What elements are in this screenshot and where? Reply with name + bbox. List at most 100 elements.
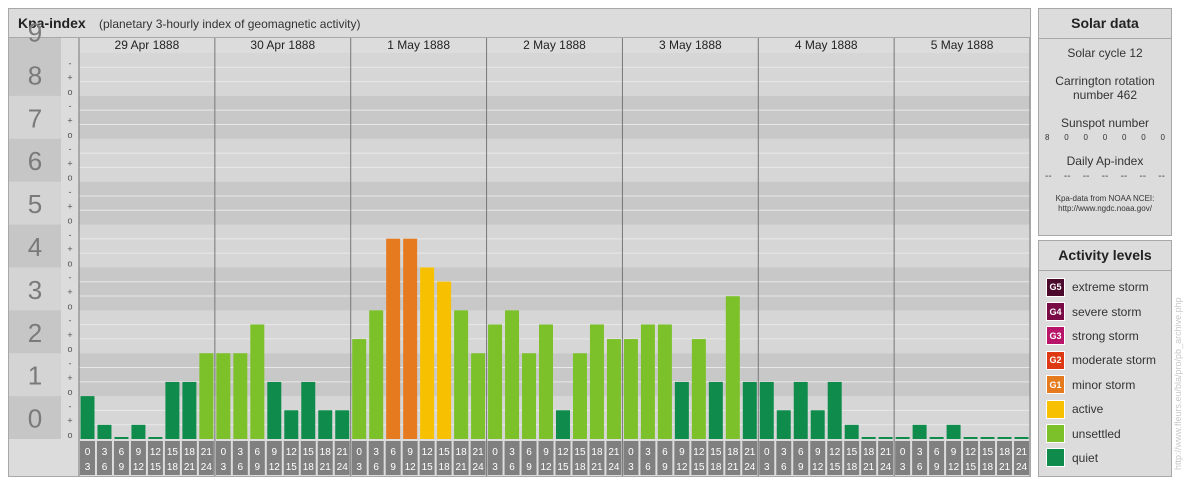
interval-box [147,441,163,475]
interval-start-label: 21 [608,447,620,458]
minor-tick-label: o [67,216,72,226]
legend-swatch: G2 [1046,350,1065,370]
minor-tick-label: - [69,359,72,369]
minor-tick-label: + [67,244,72,254]
sunspot-value: 0 [1122,133,1127,142]
interval-box [232,441,248,475]
interval-start-label: 3 [238,447,244,458]
kp-bar [674,381,689,439]
kp-bar [80,396,95,439]
y-tick-label: 3 [28,275,42,305]
kp-bar [437,281,452,439]
interval-box [334,441,350,475]
legend-swatch [1046,448,1065,468]
interval-start-label: 6 [526,447,532,458]
interval-start-label: 9 [407,447,413,458]
interval-box [436,441,452,475]
interval-start-label: 18 [184,447,196,458]
interval-start-label: 21 [201,447,213,458]
interval-box [929,441,945,475]
interval-box [215,441,231,475]
interval-start-label: 15 [710,447,722,458]
kp-bar [997,437,1012,439]
legend-item: unsettled [1039,421,1171,445]
interval-start-label: 9 [543,447,549,458]
interval-start-label: 12 [829,447,841,458]
kp-band [79,310,1030,354]
kp-bar [454,310,469,439]
minor-tick-label: + [67,330,72,340]
kp-bar [742,381,757,439]
interval-box [402,441,418,475]
interval-end-label: 15 [557,462,569,473]
interval-start-label: 15 [167,447,179,458]
interval-start-label: 21 [1016,447,1028,458]
interval-box [861,441,877,475]
legend-swatch [1046,399,1065,419]
interval-start-label: 6 [798,447,804,458]
kp-bar [640,324,655,439]
interval-end-label: 18 [846,462,858,473]
activity-legend: G5 extreme storm G4 severe storm G3 strong st… [1039,271,1171,470]
interval-start-label: 9 [815,447,821,458]
interval-end-label: 15 [829,462,841,473]
interval-end-label: 15 [965,462,977,473]
sunspot-value: 8 [1045,133,1050,142]
interval-start-label: 0 [492,447,498,458]
interval-end-label: 3 [900,462,906,473]
interval-box [640,441,656,475]
interval-end-label: 24 [880,462,892,473]
interval-box [487,441,503,475]
kp-bar [386,238,401,439]
interval-start-label: 21 [744,447,756,458]
interval-box [674,441,690,475]
minor-tick-label: o [67,130,72,140]
kp-bar [878,437,893,439]
sunspot-value: 0 [1141,133,1146,142]
interval-start-label: 21 [880,447,892,458]
kp-bar [148,437,163,439]
interval-start-label: 9 [951,447,957,458]
ap-value: -- [1063,171,1071,182]
legend-label: severe storm [1072,304,1142,319]
kp-band [79,53,1030,96]
interval-box [827,441,843,475]
interval-end-label: 21 [999,462,1011,473]
legend-item: G1 minor storm [1039,373,1171,397]
day-label: 2 May 1888 [523,38,586,52]
interval-start-label: 18 [456,447,468,458]
minor-tick-label: - [69,101,72,111]
ap-value: -- [1101,171,1109,182]
kpa-source-url[interactable]: http://www.ngdc.noaa.gov/ [1058,204,1152,213]
interval-start-label: 3 [781,447,787,458]
legend-label: active [1072,402,1104,417]
minor-tick-label: o [67,430,72,440]
minor-tick-label: o [67,344,72,354]
interval-box [453,441,469,475]
legend-label: unsettled [1072,426,1121,441]
interval-end-label: 3 [85,462,91,473]
y-tick-label: 9 [28,18,42,48]
interval-start-label: 21 [337,447,349,458]
interval-start-label: 3 [102,447,108,458]
kp-bar [97,424,112,439]
y-axis-band [9,95,61,139]
sunspot-value: 0 [1083,133,1088,142]
interval-box [895,441,911,475]
kp-bar [963,437,978,439]
kp-bar [199,353,214,439]
interval-box [691,441,707,475]
legend-item: G3 strong storm [1039,324,1171,348]
solar-data-title: Solar data [1039,9,1171,39]
kp-bar [691,339,706,439]
interval-start-label: 15 [574,447,586,458]
interval-box [606,441,622,475]
kp-band [79,267,1030,311]
kp-bar [810,410,825,439]
interval-box [198,441,214,475]
interval-end-label: 6 [917,462,923,473]
interval-start-label: 0 [356,447,362,458]
interval-box [300,441,316,475]
kp-bar [250,324,265,439]
minor-tick-label: + [67,73,72,83]
